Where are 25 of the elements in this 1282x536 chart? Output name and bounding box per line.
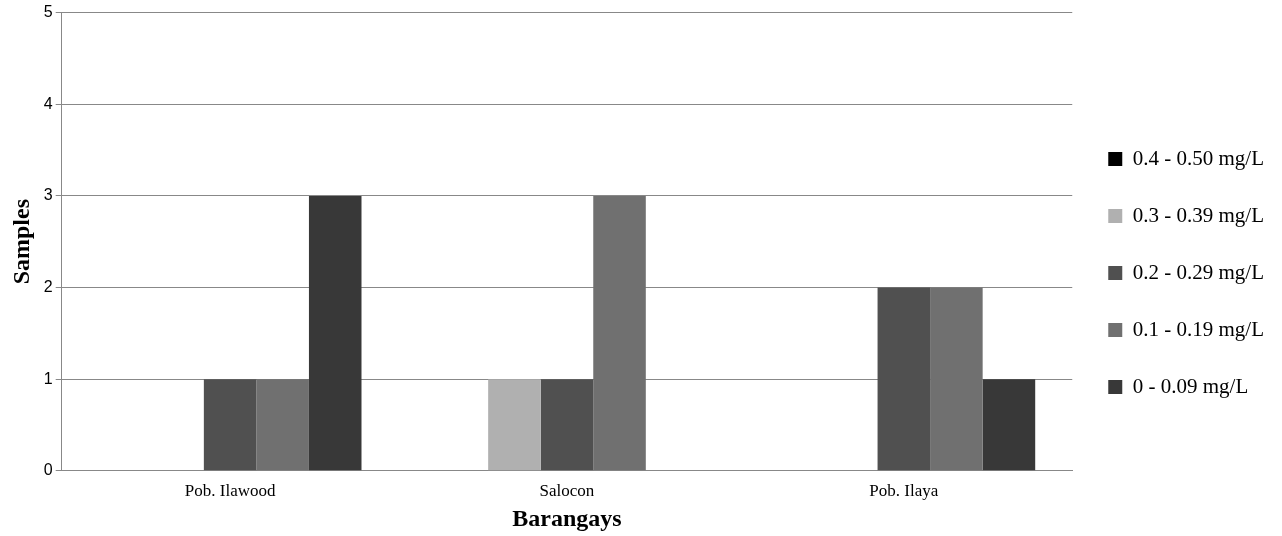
y-tick-label: 2	[43, 277, 53, 295]
y-tick-label: 0	[43, 461, 53, 479]
legend-label: 0 - 0.09 mg/L	[1132, 373, 1249, 398]
x-axis-title: Barangays	[512, 504, 622, 531]
legend-label: 0.3 - 0.39 mg/L	[1132, 202, 1265, 227]
legend-label: 0.1 - 0.19 mg/L	[1132, 316, 1265, 341]
bar	[203, 379, 257, 471]
legend-label: 0.2 - 0.29 mg/L	[1132, 259, 1265, 284]
bar	[593, 195, 646, 471]
x-tick-label: Salocon	[539, 481, 595, 501]
bar	[488, 379, 541, 471]
legend-label: 0.4 - 0.50 mg/L	[1132, 145, 1265, 170]
bar	[308, 195, 362, 471]
y-tick-label: 3	[43, 186, 53, 204]
bar	[540, 379, 594, 471]
y-axis-title: Samples	[7, 199, 34, 285]
x-tick-label: Pob. Ilawood	[184, 481, 276, 501]
bar	[877, 287, 931, 471]
bar	[256, 379, 309, 471]
bar	[930, 287, 983, 471]
y-tick-label: 4	[43, 94, 53, 112]
y-tick-label: 5	[43, 3, 53, 21]
x-tick-label: Pob. Ilaya	[869, 481, 939, 501]
y-tick-label: 1	[43, 369, 53, 387]
bar	[982, 379, 1036, 471]
